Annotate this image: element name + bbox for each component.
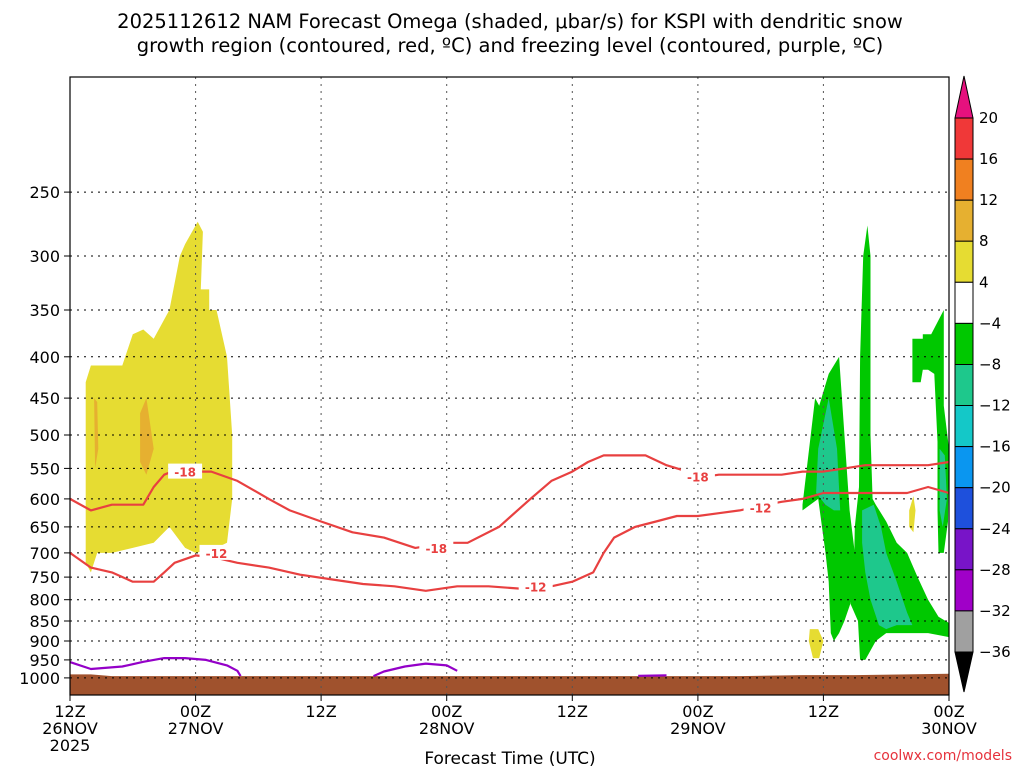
contour-label-0-0: -18 (174, 466, 196, 480)
contour-label-bg-1-0 (199, 544, 234, 560)
x-tick-label-12-1: 27NOV (168, 719, 224, 738)
omega-region-3 (808, 629, 824, 659)
y-tick-label-600: 600 (29, 490, 60, 509)
terrain-fill (70, 673, 949, 695)
plot-frame (69, 76, 950, 696)
omega-region-8 (816, 398, 841, 511)
x-tick-label-72-0: 12Z (808, 702, 839, 721)
y-tick-label-1000: 1000 (19, 669, 60, 688)
y-tick-label-300: 300 (29, 247, 60, 266)
y-tick-label-950: 950 (29, 651, 60, 670)
colorbar-segment-10 (954, 528, 974, 571)
contour-label-1-0: -12 (206, 547, 228, 561)
colorbar-segment-7 (954, 405, 974, 448)
terrain-mask (70, 673, 949, 695)
contour-line-3 (373, 662, 458, 678)
colorbar-label-7: −12 (979, 397, 1011, 415)
y-tick-label-650: 650 (29, 518, 60, 537)
credit-text: coolwx.com/models (874, 748, 1012, 764)
y-tick-label-700: 700 (29, 544, 60, 563)
colorbar-bottom-arrow (954, 651, 974, 693)
colorbar-segment-12 (954, 610, 974, 653)
contour-label-bg-1-1 (518, 578, 553, 594)
omega-shaded-regions (85, 221, 949, 660)
contour-line-2 (69, 656, 242, 677)
grid-lines (70, 77, 949, 695)
omega-region-4 (909, 496, 916, 533)
omega-region-2 (140, 398, 154, 475)
contour-label-0-2: -18 (687, 471, 709, 485)
omega-colorbar: 20 16 12 8 4 −4 −8 −12 −16 −20 −24 −28 −32 −36 (954, 75, 1011, 693)
colorbar-label-11: −28 (979, 561, 1011, 579)
y-tick-label-500: 500 (29, 426, 60, 445)
x-tick-label-84-1: 30NOV (921, 719, 977, 738)
x-axis-label: Forecast Time (UTC) (424, 749, 595, 768)
chart-title-line-2: growth region (contoured, red, ºC) and f… (137, 34, 884, 57)
colorbar-segment-1 (954, 158, 974, 201)
colorbar-label-1: 16 (979, 150, 998, 168)
colorbar-label-0: 20 (979, 109, 998, 127)
colorbar-label-10: −24 (979, 520, 1011, 538)
colorbar-label-4: 4 (979, 273, 989, 291)
plot-border (69, 76, 950, 696)
contour-label-1-1: -12 (525, 580, 547, 594)
omega-region-0 (85, 221, 233, 573)
colorbar-segment-4 (954, 281, 974, 324)
contour-label-bg-0-2 (680, 468, 715, 484)
contour-label-bg-0-0 (168, 463, 203, 479)
y-tick-label-800: 800 (29, 591, 60, 610)
contour-label-1-2: -12 (750, 502, 772, 516)
x-tick-label-84-0: 00Z (933, 702, 964, 721)
omega-region-1 (94, 398, 99, 469)
x-tick-label-60-0: 00Z (682, 702, 713, 721)
omega-region-9 (862, 504, 913, 630)
colorbar-top-arrow (954, 75, 974, 119)
colorbar-label-3: 8 (979, 232, 989, 250)
colorbar-label-5: −4 (979, 314, 1001, 332)
colorbar-label-6: −8 (979, 356, 1001, 374)
colorbar-label-9: −20 (979, 479, 1011, 497)
colorbar-segment-2 (954, 199, 974, 242)
colorbar-label-12: −32 (979, 602, 1011, 620)
x-tick-label-0-2: 2025 (50, 736, 91, 755)
y-tick-label-750: 750 (29, 568, 60, 587)
x-tick-label-48-0: 12Z (557, 702, 588, 721)
contour-label-bg-0-1 (419, 539, 454, 555)
y-tick-label-900: 900 (29, 632, 60, 651)
colorbar-segment-5 (954, 322, 974, 365)
x-tick-label-0-1: 26NOV (42, 719, 98, 738)
colorbar-label-8: −16 (979, 438, 1011, 456)
colorbar-segment-9 (954, 487, 974, 530)
temperature-contours: -18 -18 -18 -12 -12 -12 (69, 454, 950, 678)
y-tick-label-850: 850 (29, 612, 60, 631)
x-tick-label-0-0: 12Z (54, 702, 85, 721)
colorbar-label-2: 12 (979, 191, 998, 209)
colorbar-segment-0 (954, 117, 974, 160)
y-axis-ticks: 2503003504004505005506006507007508008509… (19, 183, 70, 688)
y-tick-label-400: 400 (29, 348, 60, 367)
y-tick-label-350: 350 (29, 301, 60, 320)
chart-title-line-1: 2025112612 NAM Forecast Omega (shaded, μ… (117, 10, 903, 33)
contour-label-0-1: -18 (425, 542, 447, 556)
x-tick-label-12-0: 00Z (180, 702, 211, 721)
contour-label-bg-1-2 (743, 499, 778, 515)
colorbar-segment-8 (954, 446, 974, 489)
colorbar-segment-3 (954, 240, 974, 283)
colorbar-segment-11 (954, 569, 974, 612)
y-tick-label-450: 450 (29, 389, 60, 408)
x-tick-label-60-1: 29NOV (670, 719, 726, 738)
x-tick-label-36-0: 00Z (431, 702, 462, 721)
x-tick-label-36-1: 28NOV (419, 719, 475, 738)
x-tick-label-24-0: 12Z (305, 702, 336, 721)
y-tick-label-250: 250 (29, 183, 60, 202)
colorbar-label-13: −36 (979, 643, 1011, 661)
y-tick-label-550: 550 (29, 459, 60, 478)
colorbar-segment-6 (954, 364, 974, 407)
